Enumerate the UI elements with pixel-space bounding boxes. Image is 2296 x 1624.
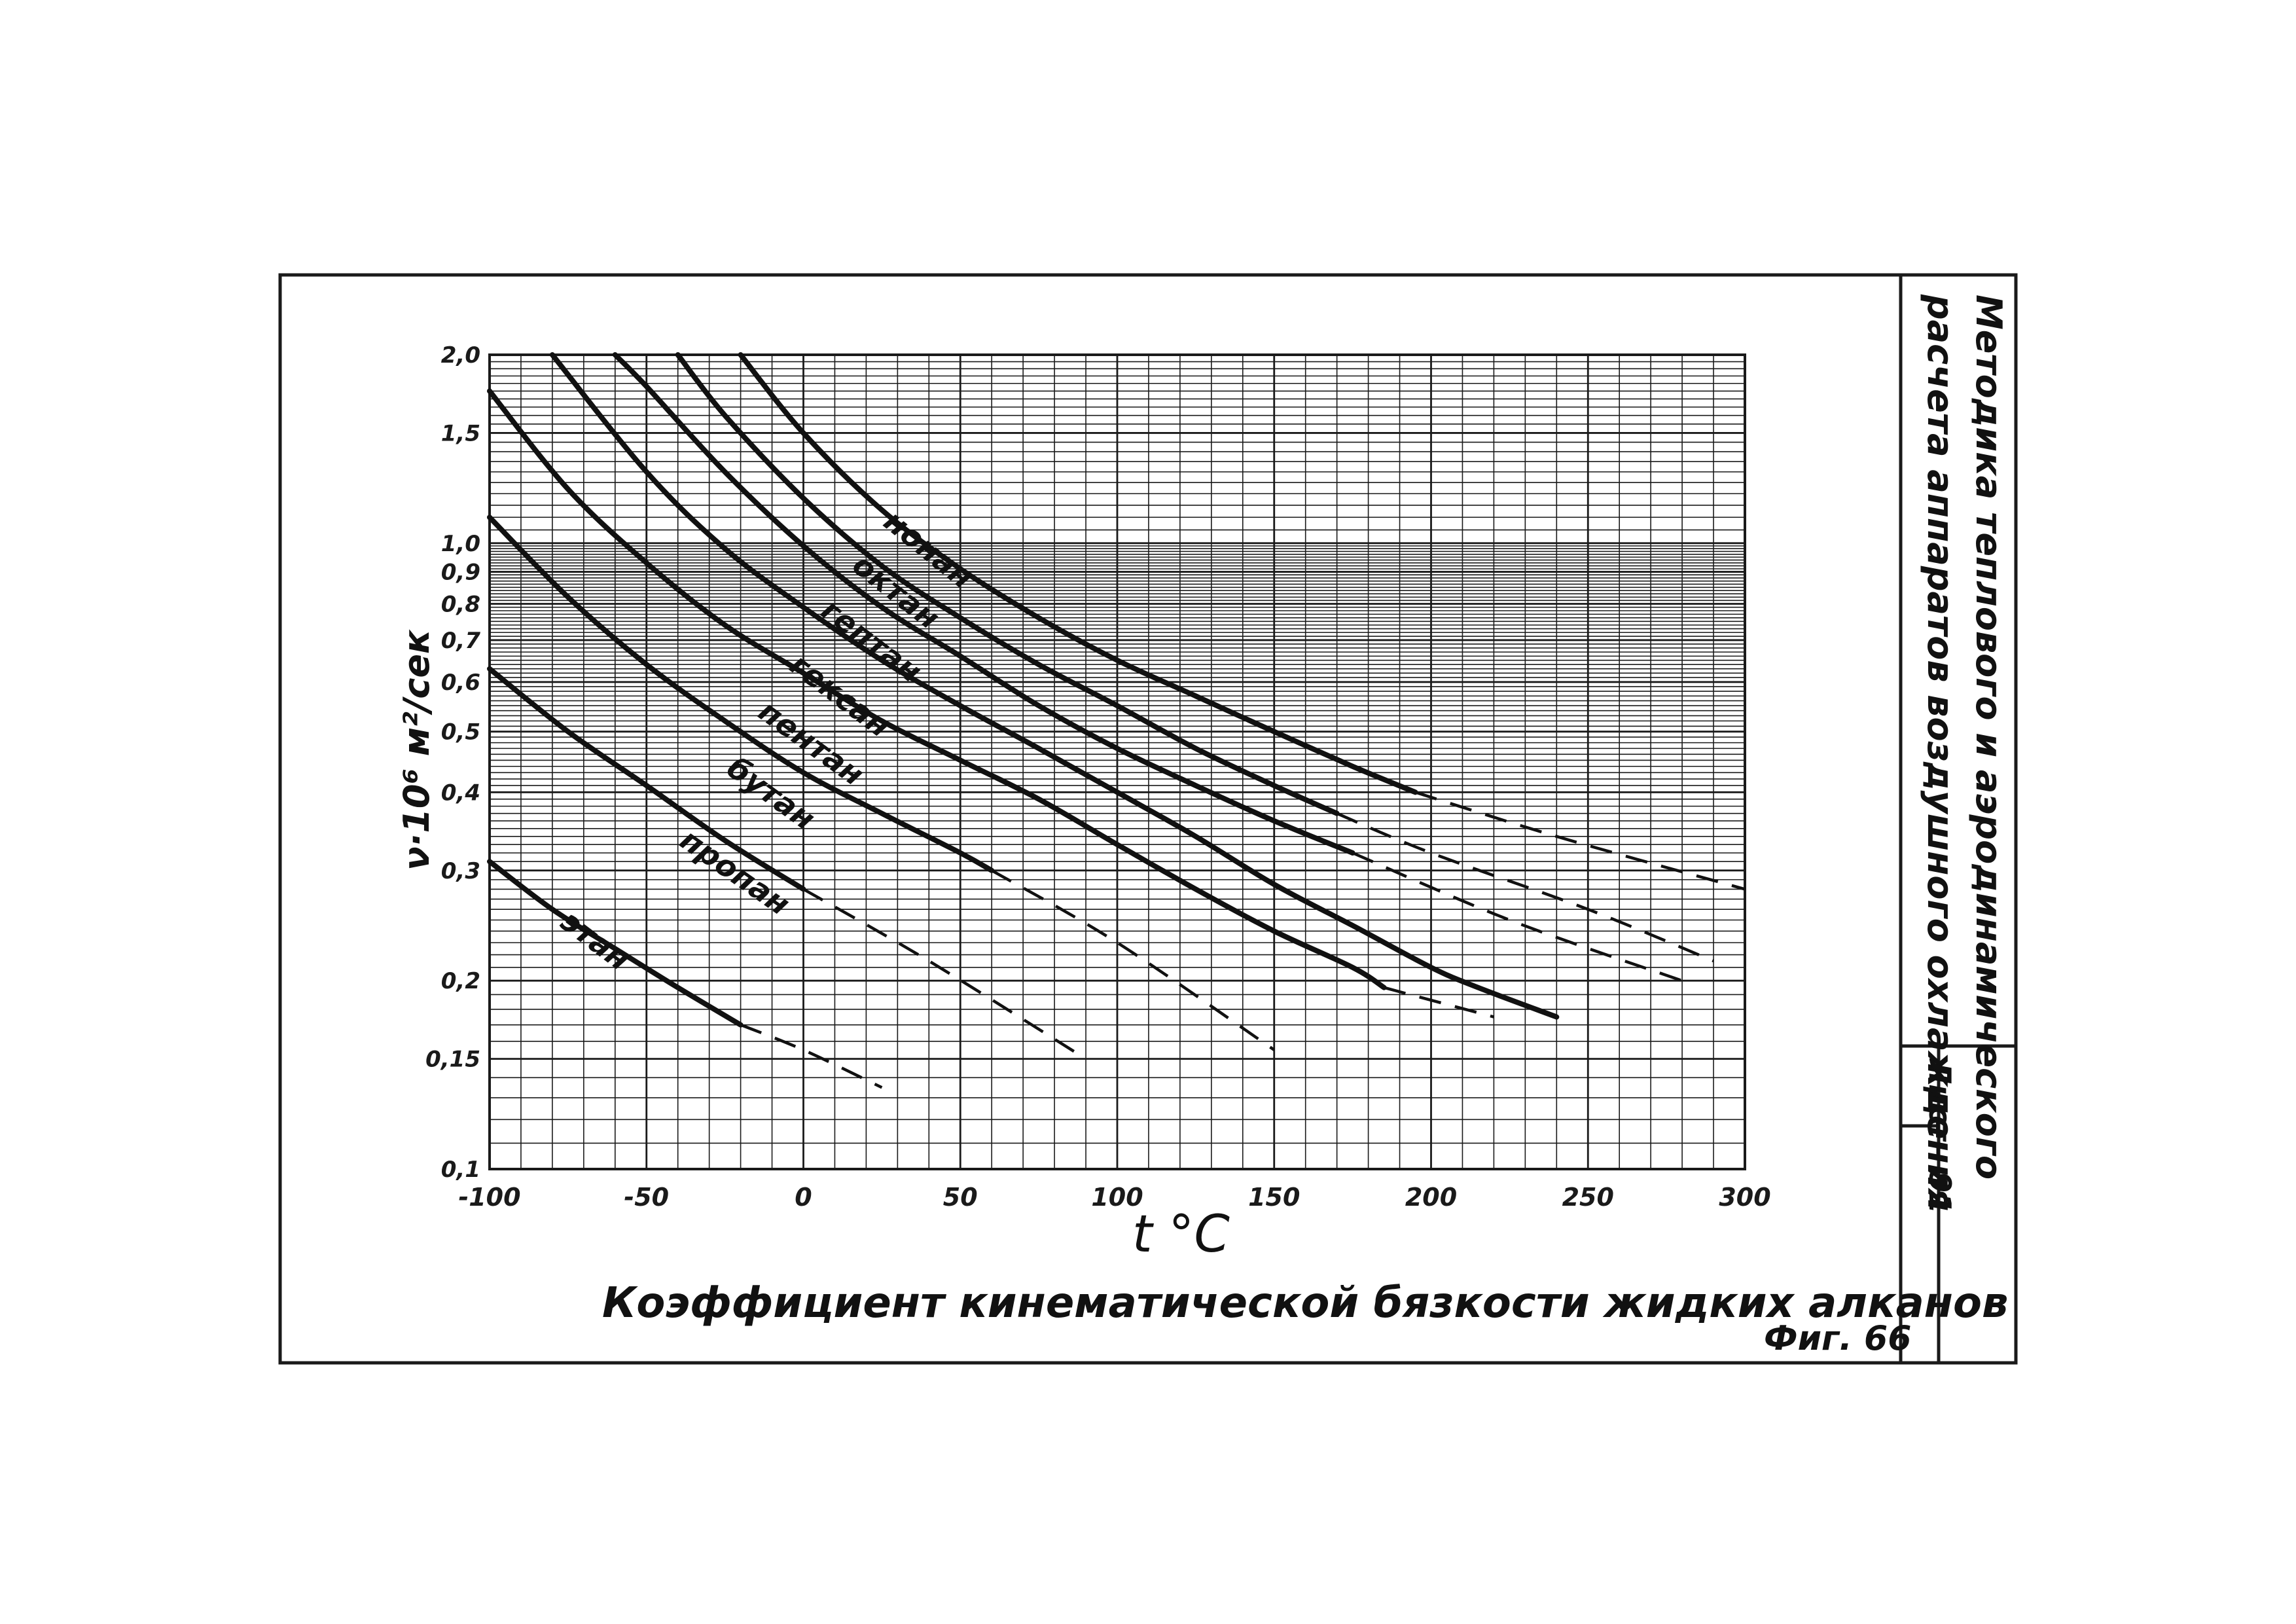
plot-curves [487, 352, 1746, 1089]
y-tick-label: 2,0 [441, 342, 480, 369]
axis-tick-labels: -100 -50 0 50 100 150 200 250 300 0,1 0,15 0,2 0,3 0,… [425, 342, 1771, 1212]
series-label-2: бутан [721, 750, 821, 837]
chart-title: Коэффициент кинематической бязкости жидк… [602, 1279, 2008, 1327]
plot-area-border [488, 353, 1746, 1170]
series-line-solid-0 [487, 859, 744, 1028]
figure-label: Фиг. 66 [1764, 1319, 1911, 1358]
title-line-1: Методика теплового и аэродинамического [1968, 295, 2009, 1180]
series-line-dashed-6 [1336, 812, 1714, 963]
series-line-solid-1 [487, 666, 806, 892]
plot-grid [488, 353, 1746, 1170]
title-block: Методика теплового и аэродинамического р… [1899, 275, 2016, 1363]
series-line-solid-5 [612, 352, 1355, 856]
series-line-dashed-7 [1414, 791, 1746, 891]
series-line-solid-7 [738, 352, 1418, 795]
series-line-dashed-2 [991, 869, 1276, 1051]
y-tick-label: 0,8 [441, 591, 480, 617]
y-axis-label: ν·10⁶ м²/сек [396, 629, 437, 871]
y-tick-label: 1,5 [441, 420, 480, 446]
y-tick-label: 1,0 [441, 531, 480, 557]
x-tick-label: 0 [795, 1183, 812, 1212]
series-line-solid-3 [487, 388, 1387, 990]
y-tick-label: 0,7 [441, 628, 481, 654]
x-tick-label: 300 [1719, 1183, 1770, 1212]
y-tick-label: 0,4 [441, 780, 480, 806]
sheet-label: Лист [1922, 1058, 1958, 1142]
series-line-dashed-3 [1384, 986, 1494, 1019]
x-tick-label: -100 [458, 1183, 520, 1212]
title-line-2: расчета аппаратов воздушного охлаждения [1920, 294, 1961, 1211]
y-tick-label: 0,15 [425, 1047, 480, 1073]
x-tick-label: -50 [624, 1183, 669, 1212]
y-tick-label: 0,6 [441, 670, 480, 696]
y-tick-label: 0,2 [441, 968, 480, 994]
y-tick-label: 0,1 [441, 1157, 480, 1183]
x-tick-label: 100 [1091, 1183, 1143, 1212]
x-tick-label: 250 [1562, 1183, 1614, 1212]
series-line-dashed-0 [740, 1023, 883, 1089]
series-line-solid-4 [549, 352, 1560, 1020]
x-tick-label: 200 [1405, 1183, 1457, 1212]
x-tick-label: 150 [1248, 1183, 1300, 1212]
series-line-dashed-5 [1352, 851, 1683, 983]
series-label-0: этан [554, 903, 637, 977]
y-tick-label: 0,3 [441, 858, 480, 884]
x-tick-label: 50 [943, 1183, 978, 1212]
y-tick-label: 0,5 [441, 719, 480, 746]
series-line-dashed-1 [802, 888, 1087, 1060]
sheet-number: 91 [1922, 1172, 1958, 1214]
outer-frame [278, 273, 2018, 1365]
x-axis-label: t °C [1132, 1205, 1230, 1264]
series-line-solid-6 [675, 352, 1340, 816]
y-tick-label: 0,9 [441, 560, 480, 586]
series-line-solid-2 [487, 514, 995, 873]
